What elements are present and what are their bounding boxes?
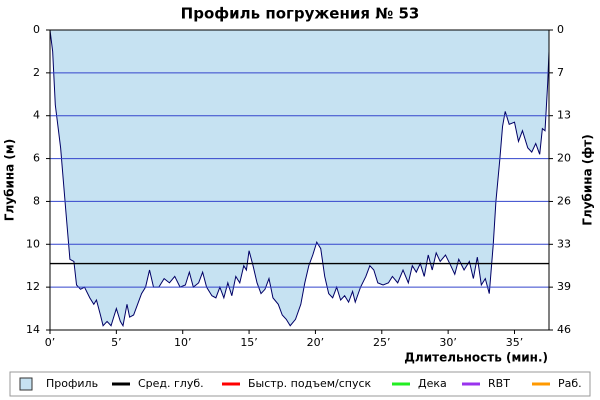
legend-label: Быстр. подъем/спуск (248, 377, 372, 390)
profile-line (49, 29, 550, 328)
y-tick-label: 2 (33, 66, 40, 79)
x-tick-label: 0’ (45, 336, 56, 349)
x-tick-label: 20’ (307, 336, 325, 349)
y-tick-label: 12 (26, 280, 40, 293)
y2-tick-label: 7 (557, 66, 564, 79)
y2-tick-label: 20 (557, 152, 571, 165)
y2-tick-label: 13 (557, 109, 571, 122)
x-axis-label: Длительность (мин.) (404, 351, 548, 365)
y2-tick-label: 0 (557, 23, 564, 36)
plot-frame (49, 29, 550, 331)
legend-swatch (19, 377, 33, 391)
x-tick-label: 15’ (240, 336, 258, 349)
legend-label: Дека (418, 377, 447, 390)
x-tick-label: 25’ (373, 336, 391, 349)
y2-tick-label: 39 (557, 280, 571, 293)
y-axis-label: Глубина (м) (3, 139, 17, 221)
y-tick-label: 8 (33, 194, 40, 207)
chart-title: Профиль погружения № 53 (181, 5, 420, 23)
x-tick-label: 35’ (506, 336, 524, 349)
legend-box (9, 371, 591, 397)
y2-axis-label: Глубина (фт) (581, 134, 595, 225)
y-tick-label: 10 (26, 237, 40, 250)
legend-label: Профиль (46, 377, 98, 390)
x-tick-label: 10’ (174, 336, 192, 349)
y-tick-label: 14 (26, 323, 40, 336)
x-tick-label: 30’ (439, 336, 457, 349)
y-tick-label: 4 (33, 109, 40, 122)
y2-tick-label: 46 (557, 323, 571, 336)
y-tick-label: 0 (33, 23, 40, 36)
legend-label: RBT (488, 377, 510, 390)
x-tick-label: 5’ (111, 336, 122, 349)
y-tick-label: 6 (33, 152, 40, 165)
y2-tick-label: 33 (557, 237, 571, 250)
profile-area (50, 30, 549, 326)
legend-label: Сред. глуб. (138, 377, 204, 390)
y2-tick-label: 26 (557, 194, 571, 207)
legend-label: Раб. (558, 377, 582, 390)
